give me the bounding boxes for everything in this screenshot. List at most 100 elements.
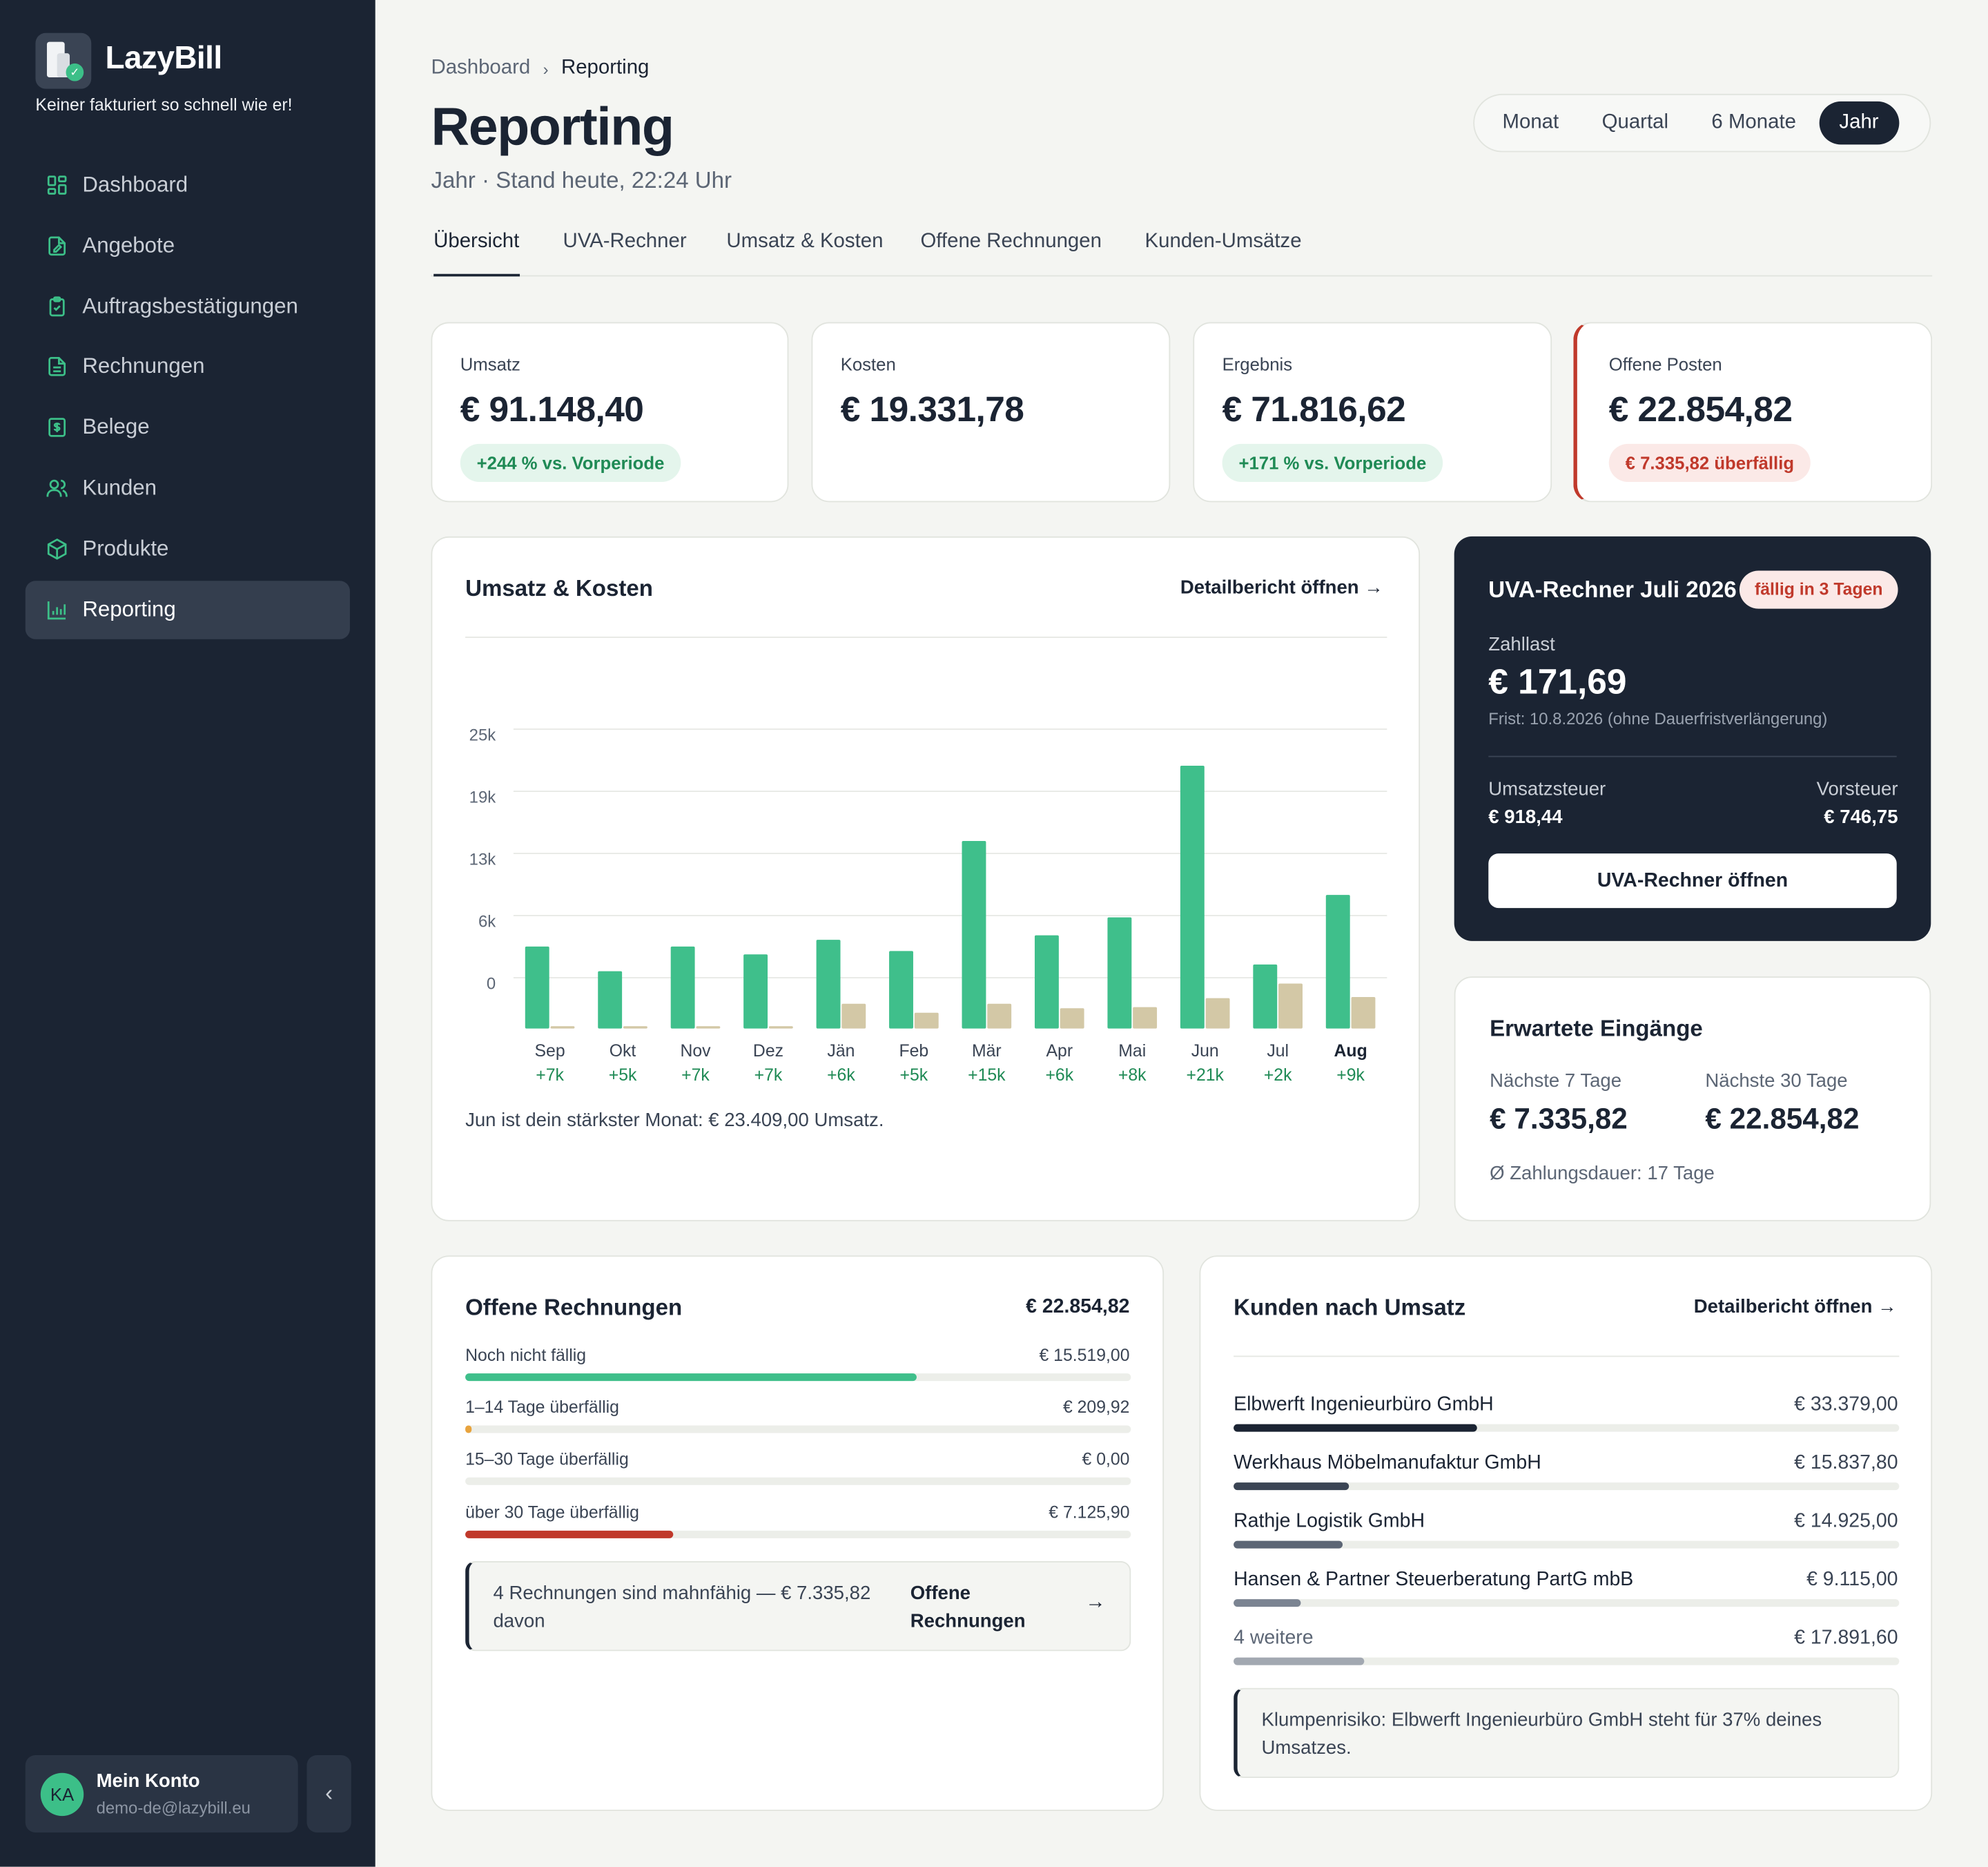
chart-bar-umsatz[interactable] (1253, 964, 1278, 1029)
customer-name[interactable]: Rathje Logistik GmbH (1234, 1510, 1425, 1532)
chart-bar-umsatz[interactable] (1034, 935, 1059, 1029)
kpi-value: € 19.331,78 (840, 389, 1024, 429)
period-selector: Monat Quartal 6 Monate Jahr (1473, 93, 1931, 153)
kpi-label: Ergebnis (1222, 354, 1293, 374)
chart-bar-umsatz[interactable] (889, 951, 913, 1029)
customer-revenue: € 15.837,80 (1794, 1452, 1898, 1474)
customer-bar-fill (1234, 1424, 1478, 1432)
sidebar-item-produkte[interactable]: Produkte (26, 520, 350, 578)
chart-bar-kosten[interactable] (768, 1026, 793, 1029)
sidebar-item-label: Kunden (82, 475, 157, 500)
divider (1234, 1355, 1900, 1357)
aging-bar (465, 1530, 1131, 1538)
breadcrumb: Dashboard › Reporting (431, 57, 649, 80)
sidebar-item-angebote[interactable]: Angebote (26, 217, 350, 275)
chart-bar-kosten[interactable] (1060, 1008, 1084, 1029)
customers-detail-link[interactable]: Detailbericht öffnen → (1694, 1296, 1897, 1317)
receipt-icon (48, 418, 66, 438)
uva-open-button[interactable]: UVA-Rechner öffnen (1488, 853, 1897, 909)
chart-bar-kosten[interactable] (550, 1026, 575, 1029)
period-monat[interactable]: Monat (1502, 111, 1559, 133)
chart-bar-umsatz[interactable] (1180, 765, 1205, 1029)
tab-kunden-umsaetze[interactable]: Kunden-Umsätze (1144, 231, 1302, 253)
customer-others[interactable]: 4 weitere (1234, 1627, 1314, 1649)
customer-bar-fill (1234, 1540, 1343, 1549)
chevron-left-icon: ‹ (325, 1780, 333, 1806)
expected-payments-title: Erwartete Eingänge (1490, 1016, 1703, 1041)
chart-bar-kosten[interactable] (696, 1026, 721, 1029)
kpi-card-ergebnis: Ergebnis € 71.816,62 +171 % vs. Vorperio… (1193, 322, 1552, 503)
period-quartal[interactable]: Quartal (1601, 111, 1668, 133)
aging-label: 15–30 Tage überfällig (465, 1449, 629, 1469)
chart-bar-umsatz[interactable] (1107, 917, 1132, 1029)
aging-bar (465, 1477, 1131, 1485)
sidebar-item-belege[interactable]: Belege (26, 398, 350, 456)
sidebar-item-auftragsbestaetigungen[interactable]: Auftragsbestätigungen (26, 277, 350, 335)
chart-card: Umsatz & Kosten Detailbericht öffnen → 0… (431, 536, 1421, 1221)
tab-offene-rechnungen[interactable]: Offene Rechnungen (920, 231, 1102, 253)
chart-bar-kosten[interactable] (1205, 998, 1230, 1029)
chart-bar-kosten[interactable] (841, 1003, 866, 1029)
sidebar-item-reporting[interactable]: Reporting (25, 580, 350, 639)
chart-bar-umsatz[interactable] (962, 841, 986, 1029)
sidebar-item-rechnungen[interactable]: Rechnungen (26, 338, 350, 396)
chart-net-label: +15k (968, 1066, 1006, 1085)
chart-bar-umsatz[interactable] (816, 940, 841, 1029)
dunning-callout[interactable]: 4 Rechnungen sind mahnfähig — € 7.335,82… (465, 1560, 1131, 1652)
chart-bar-kosten[interactable] (623, 1026, 647, 1029)
dunning-callout-link[interactable]: Offene Rechnungen (910, 1583, 1026, 1632)
chart-detail-link[interactable]: Detailbericht öffnen → (1180, 577, 1383, 599)
account-menu[interactable]: KA Mein Konto demo-de@lazybill.eu (25, 1754, 298, 1833)
open-invoices-title: Offene Rechnungen (465, 1295, 683, 1321)
chart-bar-kosten[interactable] (1133, 1007, 1158, 1029)
sidebar-nav: Dashboard Angebote Auftragsbestätigungen… (25, 156, 350, 641)
chart-bar-kosten[interactable] (1351, 997, 1376, 1029)
chart-bar-umsatz[interactable] (525, 946, 549, 1029)
sidebar-item-label: Dashboard (82, 172, 188, 197)
chart-bar-kosten[interactable] (1278, 983, 1303, 1029)
collapse-sidebar-button[interactable]: ‹ (306, 1754, 351, 1833)
kpi-value: € 71.816,62 (1222, 389, 1406, 429)
umsatzsteuer-value: € 918,44 (1488, 806, 1563, 829)
chart-bar-kosten[interactable] (914, 1012, 939, 1029)
customer-bar (1234, 1482, 1900, 1491)
tab-umsatz-kosten[interactable]: Umsatz & Kosten (726, 231, 884, 253)
customer-name[interactable]: Hansen & Partner Steuerberatung PartG mb… (1234, 1568, 1634, 1591)
chart-net-label: +7k (681, 1066, 710, 1085)
customer-name[interactable]: Werkhaus Möbelmanufaktur GmbH (1234, 1452, 1541, 1474)
divider (465, 637, 1387, 638)
tab-uebersicht[interactable]: Übersicht (433, 231, 520, 277)
customer-revenue: € 9.115,00 (1806, 1568, 1898, 1591)
customer-name[interactable]: Elbwerft Ingenieurbüro GmbH (1234, 1393, 1494, 1415)
chart-bar-umsatz[interactable] (598, 971, 623, 1029)
breadcrumb-dashboard[interactable]: Dashboard (431, 57, 531, 79)
chart-net-label: +7k (754, 1066, 783, 1085)
tab-uva-rechner[interactable]: UVA-Rechner (563, 231, 687, 253)
chart-y-tick-label: 25k (469, 726, 496, 745)
kpi-trend-badge: +171 % vs. Vorperiode (1222, 443, 1443, 482)
chart-bar-umsatz[interactable] (1325, 895, 1350, 1029)
chart-insight: Jun ist dein stärkster Monat: € 23.409,0… (465, 1110, 884, 1132)
chart-y-tick-label: 6k (478, 913, 496, 931)
kpi-card-offene-posten: Offene Posten € 22.854,82 € 7.335,82 übe… (1573, 322, 1933, 503)
chart-x-tick-label: Nov (680, 1042, 711, 1061)
sidebar-item-kunden[interactable]: Kunden (26, 459, 350, 517)
chart-bar-umsatz[interactable] (670, 946, 695, 1029)
customer-bar (1234, 1657, 1900, 1665)
chart-net-label: +2k (1264, 1066, 1292, 1085)
payment-duration: Ø Zahlungsdauer: 17 Tage (1490, 1163, 1715, 1185)
chart-x-tick-label: Okt (610, 1042, 636, 1061)
chart-bar-umsatz[interactable] (743, 954, 768, 1029)
period-6-monate[interactable]: 6 Monate (1711, 111, 1796, 133)
sidebar: ✓ LazyBill Keiner fakturiert so schnell … (0, 0, 376, 1867)
chart-net-label: +6k (1045, 1066, 1073, 1085)
logo-icon: ✓ (35, 32, 92, 89)
uva-title: UVA-Rechner Juli 2026 (1488, 577, 1737, 603)
brand-tagline: Keiner fakturiert so schnell wie er! (35, 95, 293, 115)
chart-bar-kosten[interactable] (987, 1003, 1012, 1029)
page-subtitle: Jahr · Stand heute, 22:24 Uhr (431, 167, 732, 193)
sidebar-item-dashboard[interactable]: Dashboard (26, 156, 350, 214)
period-jahr[interactable]: Jahr (1819, 101, 1899, 145)
sidebar-item-label: Angebote (82, 233, 175, 258)
